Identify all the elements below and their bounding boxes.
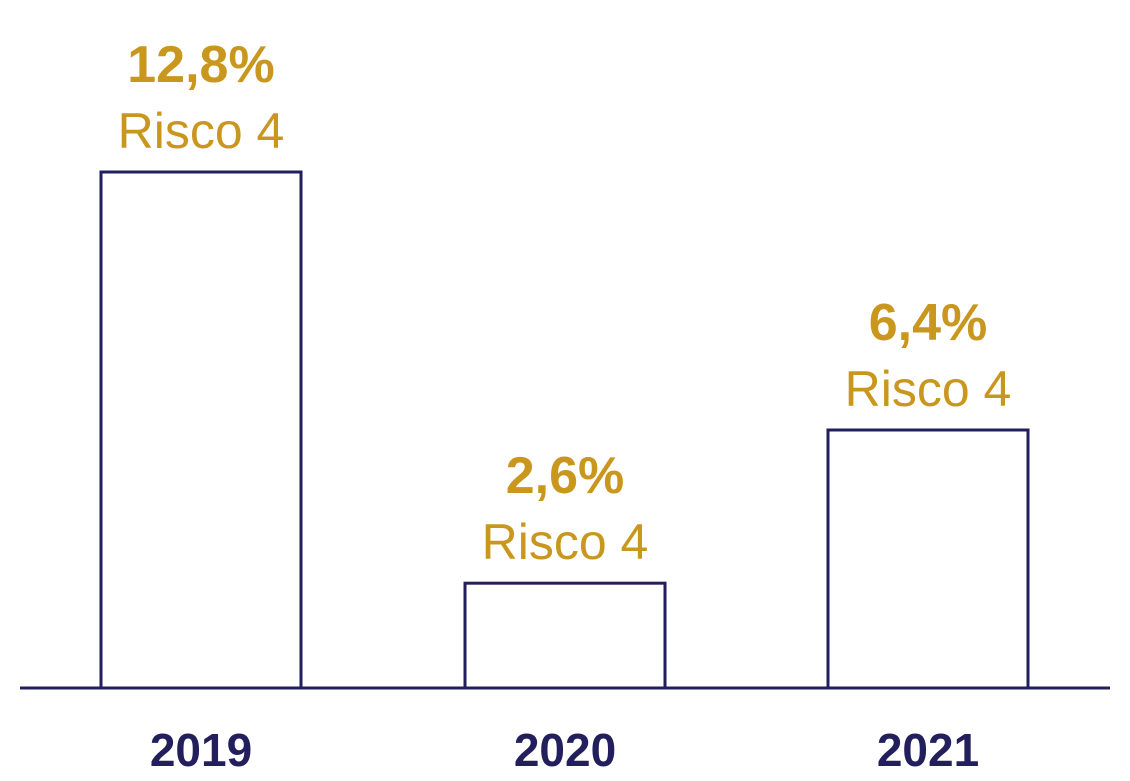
x-tick-label-2020: 2020 xyxy=(514,724,616,776)
risk-label-2020: Risco 4 xyxy=(482,514,649,570)
x-tick-label-2019: 2019 xyxy=(150,724,252,776)
value-label-2019: 12,8% xyxy=(127,36,274,94)
bar-2021 xyxy=(826,428,1030,690)
risk-label-2019: Risco 4 xyxy=(118,103,285,159)
bar-2019 xyxy=(99,170,303,690)
bar-2020 xyxy=(463,581,667,690)
labels-group: 12,8% Risco 4 2019 2,6% Risco 4 2020 6,4% Risco… xyxy=(118,36,1012,776)
risk-label-2021: Risco 4 xyxy=(845,361,1012,417)
value-label-2020: 2,6% xyxy=(506,447,625,505)
bars-group xyxy=(99,170,1030,690)
x-tick-label-2021: 2021 xyxy=(877,724,979,776)
value-label-2021: 6,4% xyxy=(869,294,988,352)
